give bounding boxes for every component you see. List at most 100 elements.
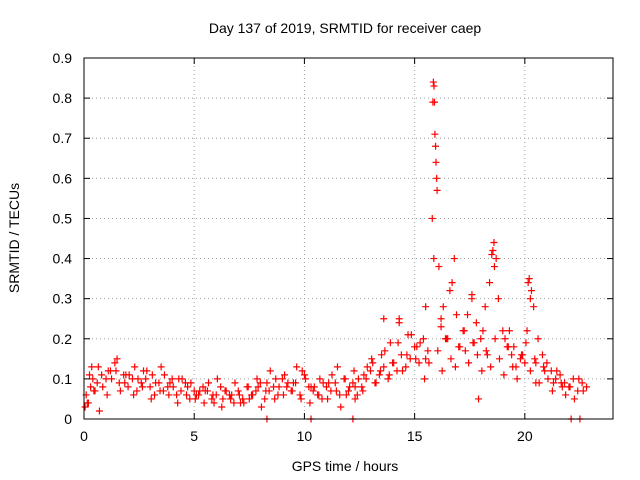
data-point	[407, 331, 415, 339]
data-point	[328, 371, 336, 379]
data-point	[331, 379, 339, 387]
data-point	[148, 371, 156, 379]
data-point	[518, 351, 526, 359]
data-point	[522, 339, 530, 347]
data-point	[169, 383, 177, 391]
data-point	[390, 359, 398, 367]
data-point	[310, 383, 318, 391]
data-point	[309, 387, 317, 395]
data-point	[257, 403, 265, 411]
data-point	[578, 379, 586, 387]
data-point	[362, 375, 370, 383]
data-point	[353, 391, 361, 399]
chart-title: Day 137 of 2019, SRMTID for receiver cae…	[209, 20, 482, 36]
data-point	[478, 367, 486, 375]
data-point	[143, 367, 151, 375]
data-point	[213, 375, 221, 383]
data-point	[465, 359, 473, 367]
data-point	[477, 335, 485, 343]
data-point	[527, 287, 535, 295]
data-point	[240, 399, 248, 407]
data-point	[540, 363, 548, 371]
data-point	[322, 383, 330, 391]
data-point	[464, 311, 472, 319]
data-point	[252, 387, 260, 395]
data-point	[437, 315, 445, 323]
data-point	[147, 395, 155, 403]
data-point	[228, 391, 236, 399]
y-tick-label: 0.7	[53, 130, 73, 146]
ticks: 0 5 10 15 20 0 0.1 0.2 0.3 0.4 0.5 0.6 0.7 0.8 0.9	[53, 50, 613, 444]
y-axis-label: SRMTID / TECUs	[6, 183, 22, 293]
data-point	[205, 379, 213, 387]
data-point	[468, 291, 476, 299]
data-point	[548, 387, 556, 395]
data-point	[531, 355, 539, 363]
data-point	[218, 403, 226, 411]
data-point	[543, 359, 551, 367]
data-point	[566, 383, 574, 391]
data-point	[501, 335, 509, 343]
data-point	[556, 371, 564, 379]
data-point	[384, 375, 392, 383]
data-point	[491, 335, 499, 343]
data-point	[350, 367, 358, 375]
data-point	[227, 395, 235, 403]
data-point	[200, 399, 208, 407]
data-point	[271, 395, 279, 403]
data-point	[557, 379, 565, 387]
data-point	[152, 379, 160, 387]
data-point	[210, 399, 218, 407]
y-tick-label: 0.8	[53, 90, 73, 106]
data-point	[583, 383, 591, 391]
data-point	[369, 359, 377, 367]
data-point	[430, 255, 438, 263]
data-point	[430, 82, 438, 90]
data-point	[549, 379, 557, 387]
data-point	[483, 351, 491, 359]
data-point	[448, 279, 456, 287]
data-point	[156, 387, 164, 395]
y-tick-label: 0.6	[53, 170, 73, 186]
data-point	[94, 363, 102, 371]
data-point	[358, 383, 366, 391]
data-point	[421, 375, 429, 383]
data-point	[432, 142, 440, 150]
data-point	[219, 395, 227, 403]
data-point	[500, 371, 508, 379]
data-point	[433, 186, 441, 194]
data-point	[487, 363, 495, 371]
data-point	[244, 383, 252, 391]
data-point	[137, 379, 145, 387]
data-point	[298, 367, 306, 375]
data-point	[160, 371, 168, 379]
data-point	[544, 375, 552, 383]
data-point	[345, 387, 352, 395]
y-tick-label: 0.5	[53, 210, 73, 226]
data-point	[380, 363, 388, 371]
data-point	[472, 319, 480, 327]
data-point	[112, 367, 120, 375]
data-point	[130, 391, 138, 399]
data-point	[90, 387, 98, 395]
data-point	[460, 327, 468, 335]
data-point	[272, 375, 280, 383]
data-point	[279, 391, 287, 399]
data-point	[275, 383, 283, 391]
data-point	[300, 371, 308, 379]
data-point	[451, 363, 459, 371]
data-point	[253, 375, 261, 383]
data-point	[86, 371, 94, 379]
data-point	[351, 395, 359, 403]
data-point	[413, 343, 421, 351]
data-point	[166, 379, 174, 387]
data-point	[261, 395, 269, 403]
data-point	[306, 399, 314, 407]
data-point	[349, 379, 357, 387]
data-point	[302, 375, 310, 383]
data-point	[579, 387, 587, 395]
data-point	[535, 379, 543, 387]
data-point	[125, 371, 133, 379]
y-tick-label: 0.1	[53, 371, 73, 387]
data-point	[433, 174, 441, 182]
